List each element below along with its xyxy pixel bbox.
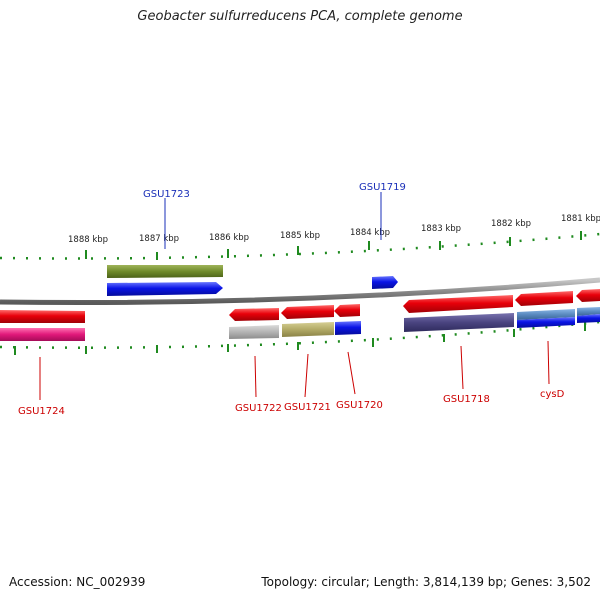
outer-major-ticks bbox=[85, 231, 582, 260]
gene-feature-gsu1724[interactable] bbox=[0, 310, 85, 323]
genome-backbone bbox=[0, 277, 600, 306]
gene-label-gsu1724[interactable]: GSU1724 bbox=[18, 406, 65, 417]
gene-label-gsu1718[interactable]: GSU1718 bbox=[443, 394, 490, 405]
gene-feature-right-edge-blue[interactable] bbox=[577, 314, 600, 323]
genome-summary: Topology: circular; Length: 3,814,139 bp… bbox=[261, 575, 591, 589]
tick-label: 1885 kbp bbox=[280, 231, 320, 241]
gene-feature-gsu1718[interactable] bbox=[403, 295, 513, 313]
tick-label: 1884 kbp bbox=[350, 228, 390, 238]
gene-feature-gsu1719[interactable] bbox=[372, 276, 398, 289]
inner-major-ticks bbox=[14, 322, 586, 355]
gene-label-gsu1719[interactable]: GSU1719 bbox=[359, 182, 406, 193]
gene-feature-gsu1721[interactable] bbox=[281, 305, 334, 319]
gene-feature-cysd-steel[interactable] bbox=[517, 309, 575, 320]
gene-feature-right-edge-steel[interactable] bbox=[577, 307, 600, 316]
tick-label: 1886 kbp bbox=[209, 233, 249, 243]
inner-scale-ruler bbox=[0, 320, 600, 349]
gene-labels: GSU1723 GSU1719 GSU1724 GSU1722 GSU1721 … bbox=[18, 182, 565, 417]
gene-feature-gsu1720-blue[interactable] bbox=[335, 321, 361, 335]
outer-scale-ruler bbox=[0, 232, 600, 260]
tick-label: 1883 kbp bbox=[421, 224, 461, 234]
kbp-tick-labels: 1888 kbp 1887 kbp 1886 kbp 1885 kbp 1884… bbox=[68, 214, 600, 245]
gene-feature-gsu1720[interactable] bbox=[334, 304, 360, 317]
tick-label: 1881 kbp bbox=[561, 214, 600, 224]
gene-label-gsu1720[interactable]: GSU1720 bbox=[336, 400, 383, 411]
map-title: Geobacter sulfurreducens PCA, complete g… bbox=[137, 9, 463, 24]
gene-leader-lines bbox=[39, 192, 550, 400]
gene-feature-gsu1722-gray[interactable] bbox=[229, 325, 279, 339]
gene-feature-gsu1721-khaki[interactable] bbox=[282, 322, 334, 337]
gene-feature-gsu1724-magenta[interactable] bbox=[0, 328, 85, 341]
gene-feature-gsu1722[interactable] bbox=[229, 308, 279, 321]
tick-label: 1888 kbp bbox=[68, 235, 108, 245]
tick-label: 1882 kbp bbox=[491, 219, 531, 229]
accession-label: Accession: NC_002939 bbox=[9, 575, 146, 589]
gene-label-gsu1721[interactable]: GSU1721 bbox=[284, 402, 331, 413]
gene-feature-cysd-blue[interactable] bbox=[517, 317, 575, 328]
gene-label-gsu1722[interactable]: GSU1722 bbox=[235, 403, 282, 414]
gene-feature-right-edge[interactable] bbox=[576, 289, 600, 302]
secondary-annotation-track bbox=[0, 307, 600, 341]
gene-label-gsu1723[interactable]: GSU1723 bbox=[143, 189, 190, 200]
tick-label: 1887 kbp bbox=[139, 234, 179, 244]
outer-feature-track bbox=[107, 265, 398, 296]
gene-feature-cysd[interactable] bbox=[515, 291, 573, 306]
gene-feature-gsu1718-navy[interactable] bbox=[404, 313, 514, 332]
gene-feature-gsu1723-olive[interactable] bbox=[107, 265, 223, 278]
red-strand-track bbox=[0, 289, 600, 323]
gene-label-cysd[interactable]: cysD bbox=[540, 389, 565, 400]
gene-feature-gsu1723[interactable] bbox=[107, 282, 223, 296]
